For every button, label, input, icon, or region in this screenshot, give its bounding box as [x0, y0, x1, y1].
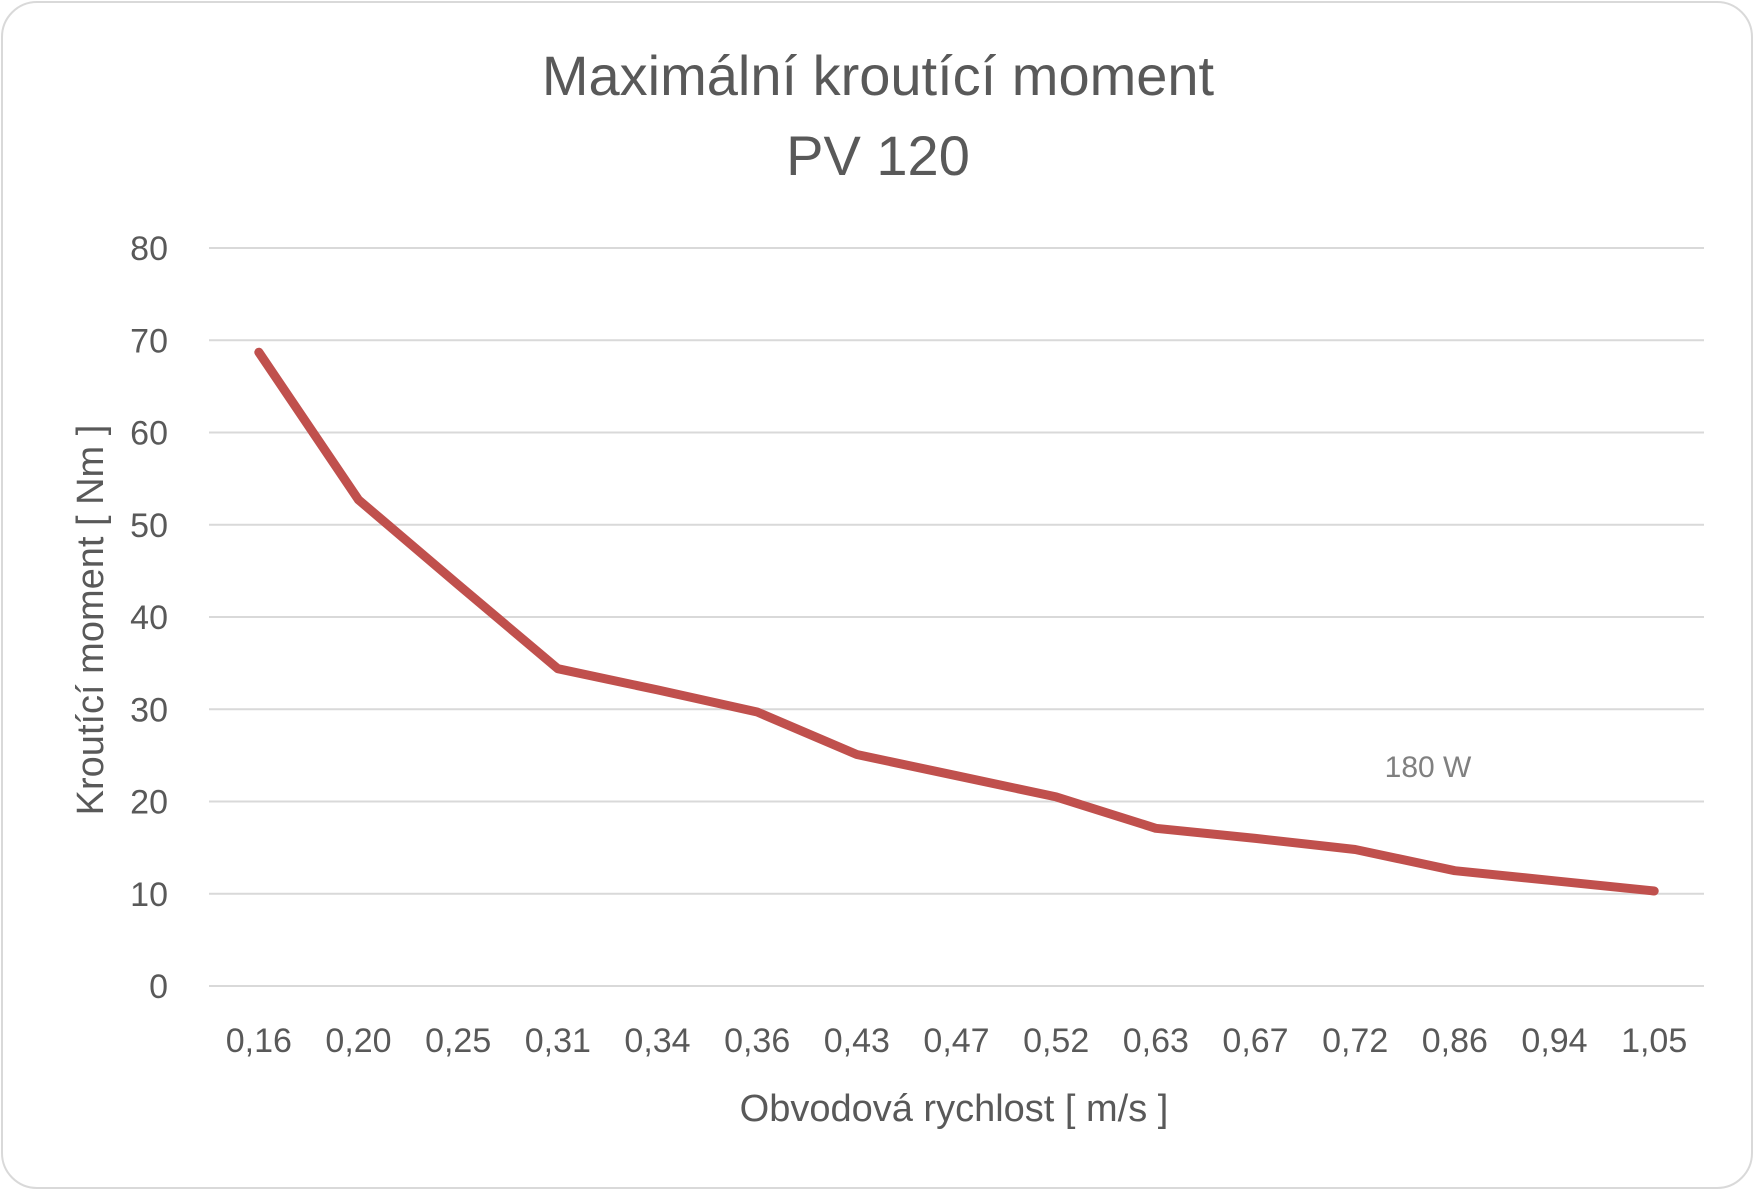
y-tick-label: 30	[130, 691, 168, 729]
x-tick-label: 0,47	[923, 1022, 989, 1060]
chart-subtitle: PV 120	[786, 124, 970, 187]
data-point	[656, 688, 659, 691]
data-point	[1154, 827, 1157, 830]
y-tick-labels: 0 10 20 30 40 50 60 70 80	[130, 230, 168, 1006]
x-tick-labels: 0,16 0,20 0,25 0,31 0,34 0,36 0,43 0,47 0,52 0,63…	[226, 1022, 1688, 1060]
x-tick-label: 0,20	[325, 1022, 391, 1060]
y-tick-label: 80	[130, 230, 168, 268]
x-tick-label: 0,63	[1123, 1022, 1189, 1060]
data-point	[1553, 879, 1556, 882]
y-axis-label: Kroutící moment [ Nm ]	[70, 425, 112, 816]
x-tick-label: 0,34	[624, 1022, 690, 1060]
x-axis-label: Obvodová rychlost [ m/s ]	[740, 1088, 1169, 1130]
x-tick-label: 0,86	[1422, 1022, 1488, 1060]
data-point	[357, 498, 360, 501]
y-tick-label: 50	[130, 507, 168, 545]
data-point	[556, 667, 559, 670]
data-point	[1354, 848, 1357, 851]
data-point	[1453, 869, 1456, 872]
grid-lines	[209, 247, 1704, 987]
chart-title: Maximální kroutící moment	[542, 44, 1215, 107]
x-tick-label: 0,94	[1521, 1022, 1587, 1060]
data-point	[257, 351, 260, 354]
data-point	[855, 753, 858, 756]
x-tick-label: 1,05	[1621, 1022, 1687, 1060]
series-lines	[254, 347, 1659, 896]
y-tick-label: 60	[130, 415, 168, 453]
y-tick-label: 70	[130, 322, 168, 360]
data-point	[1254, 837, 1257, 840]
y-tick-label: 40	[130, 599, 168, 637]
y-tick-label: 20	[130, 784, 168, 822]
data-point	[457, 583, 460, 586]
x-tick-label: 0,25	[425, 1022, 491, 1060]
x-tick-label: 0,67	[1222, 1022, 1288, 1060]
x-tick-label: 0,72	[1322, 1022, 1388, 1060]
x-tick-label: 0,16	[226, 1022, 292, 1060]
x-tick-label: 0,43	[824, 1022, 890, 1060]
data-point	[1653, 889, 1656, 892]
data-point	[756, 711, 759, 714]
x-tick-label: 0,52	[1023, 1022, 1089, 1060]
x-tick-label: 0,36	[724, 1022, 790, 1060]
y-tick-label: 10	[130, 876, 168, 914]
series-annotation: 180 W	[1385, 751, 1472, 784]
data-point	[1055, 795, 1058, 798]
data-point	[955, 774, 958, 777]
y-tick-label: 0	[149, 968, 168, 1006]
x-tick-label: 0,31	[525, 1022, 591, 1060]
